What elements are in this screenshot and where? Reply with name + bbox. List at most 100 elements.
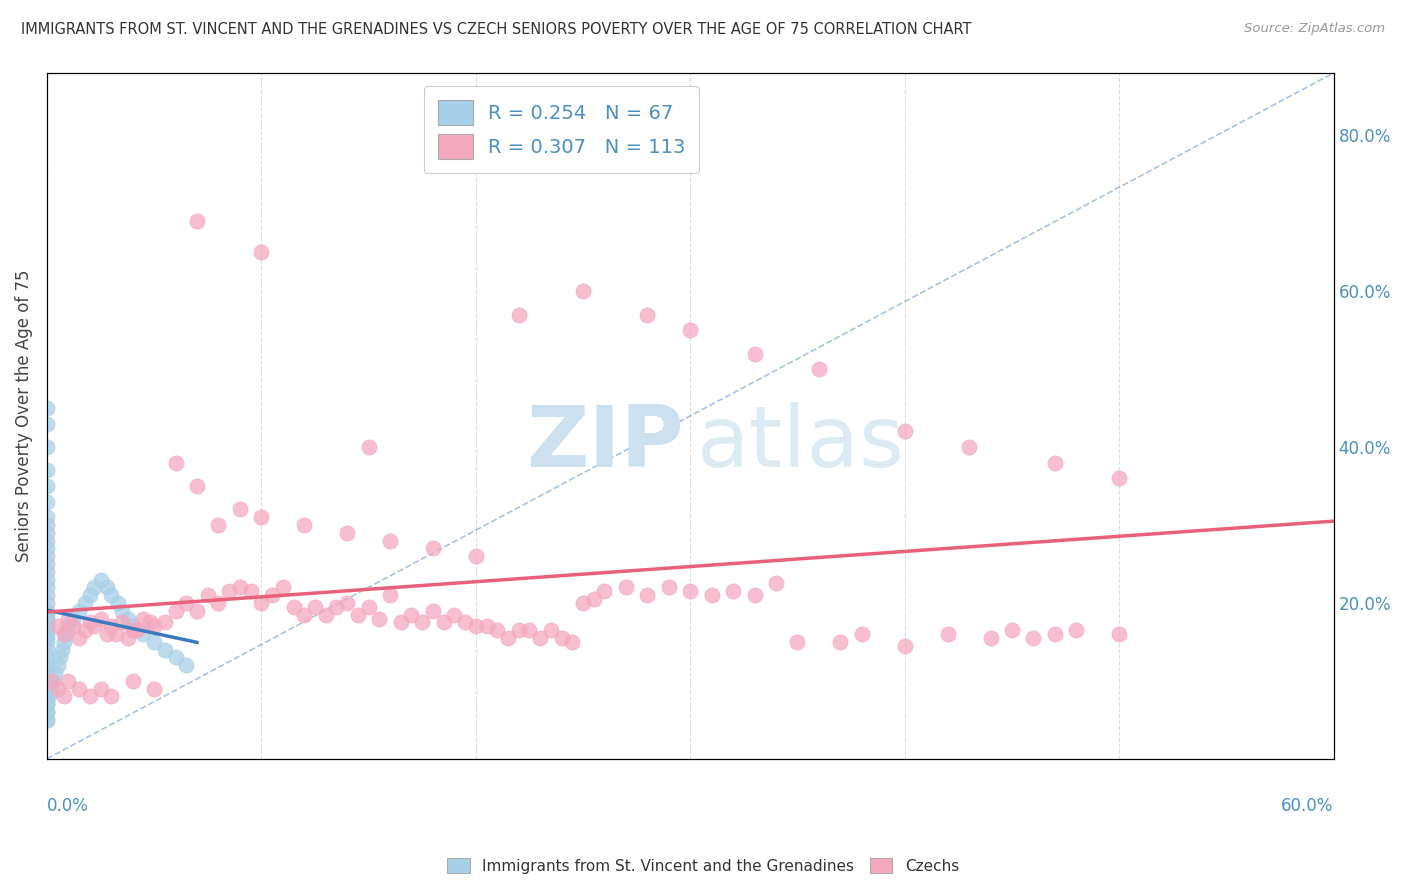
Point bbox=[250, 596, 273, 610]
Point bbox=[851, 627, 873, 641]
Point bbox=[1108, 627, 1130, 641]
Point bbox=[262, 588, 284, 602]
Point bbox=[35, 658, 58, 673]
Point bbox=[250, 245, 273, 260]
Point bbox=[58, 619, 80, 633]
Point bbox=[96, 580, 118, 594]
Point bbox=[83, 619, 105, 633]
Point bbox=[117, 611, 139, 625]
Point bbox=[35, 619, 58, 633]
Point bbox=[53, 627, 76, 641]
Point bbox=[153, 642, 176, 657]
Point bbox=[239, 584, 262, 599]
Point bbox=[508, 308, 530, 322]
Point bbox=[39, 673, 62, 688]
Point bbox=[35, 635, 58, 649]
Point bbox=[721, 584, 744, 599]
Text: IMMIGRANTS FROM ST. VINCENT AND THE GRENADINES VS CZECH SENIORS POVERTY OVER THE: IMMIGRANTS FROM ST. VINCENT AND THE GREN… bbox=[21, 22, 972, 37]
Point bbox=[67, 681, 90, 696]
Point bbox=[368, 611, 391, 625]
Point bbox=[186, 214, 208, 228]
Point bbox=[658, 580, 681, 594]
Point bbox=[35, 541, 58, 556]
Point bbox=[496, 631, 519, 645]
Point bbox=[636, 588, 658, 602]
Point bbox=[464, 619, 486, 633]
Point bbox=[35, 596, 58, 610]
Point bbox=[443, 607, 465, 622]
Point bbox=[765, 576, 787, 591]
Point bbox=[79, 615, 101, 630]
Point bbox=[35, 631, 58, 645]
Point bbox=[422, 604, 444, 618]
Point bbox=[42, 673, 65, 688]
Point bbox=[89, 573, 111, 587]
Y-axis label: Seniors Poverty Over the Age of 75: Seniors Poverty Over the Age of 75 bbox=[15, 269, 32, 562]
Point bbox=[1108, 471, 1130, 485]
Point bbox=[1064, 623, 1087, 637]
Point bbox=[51, 642, 73, 657]
Point bbox=[411, 615, 433, 630]
Point bbox=[336, 596, 359, 610]
Point bbox=[593, 584, 616, 599]
Point bbox=[58, 673, 80, 688]
Point bbox=[271, 580, 294, 594]
Legend: Immigrants from St. Vincent and the Grenadines, Czechs: Immigrants from St. Vincent and the Gren… bbox=[441, 852, 965, 880]
Point bbox=[139, 615, 162, 630]
Point bbox=[893, 425, 915, 439]
Point bbox=[315, 607, 337, 622]
Point bbox=[292, 607, 315, 622]
Point bbox=[35, 510, 58, 524]
Point bbox=[218, 584, 240, 599]
Point bbox=[44, 666, 66, 681]
Point bbox=[35, 705, 58, 719]
Point bbox=[35, 588, 58, 602]
Point bbox=[35, 642, 58, 657]
Point bbox=[174, 596, 197, 610]
Point bbox=[35, 627, 58, 641]
Point bbox=[121, 673, 143, 688]
Point bbox=[111, 615, 134, 630]
Point bbox=[35, 673, 58, 688]
Point bbox=[143, 635, 166, 649]
Point bbox=[35, 713, 58, 727]
Point bbox=[35, 573, 58, 587]
Point bbox=[389, 615, 412, 630]
Point bbox=[786, 635, 808, 649]
Point bbox=[957, 440, 980, 454]
Point bbox=[35, 666, 58, 681]
Point bbox=[336, 525, 359, 540]
Point bbox=[636, 308, 658, 322]
Point bbox=[229, 502, 252, 516]
Point bbox=[744, 346, 766, 360]
Point bbox=[35, 549, 58, 563]
Point bbox=[35, 401, 58, 415]
Point bbox=[35, 525, 58, 540]
Point bbox=[79, 588, 101, 602]
Point bbox=[1001, 623, 1024, 637]
Point bbox=[121, 619, 143, 633]
Point bbox=[35, 623, 58, 637]
Point bbox=[96, 627, 118, 641]
Point bbox=[572, 596, 595, 610]
Point bbox=[35, 463, 58, 477]
Point bbox=[35, 697, 58, 711]
Point bbox=[143, 681, 166, 696]
Point bbox=[111, 604, 134, 618]
Point bbox=[35, 697, 58, 711]
Point bbox=[35, 440, 58, 454]
Point bbox=[347, 607, 370, 622]
Point bbox=[572, 284, 595, 298]
Point bbox=[132, 627, 155, 641]
Point bbox=[1043, 456, 1066, 470]
Point bbox=[207, 596, 229, 610]
Point bbox=[304, 599, 326, 614]
Point bbox=[679, 323, 702, 337]
Point bbox=[100, 690, 122, 704]
Point bbox=[979, 631, 1001, 645]
Point bbox=[143, 619, 166, 633]
Point bbox=[53, 635, 76, 649]
Point bbox=[165, 604, 187, 618]
Point bbox=[35, 565, 58, 579]
Point bbox=[89, 611, 111, 625]
